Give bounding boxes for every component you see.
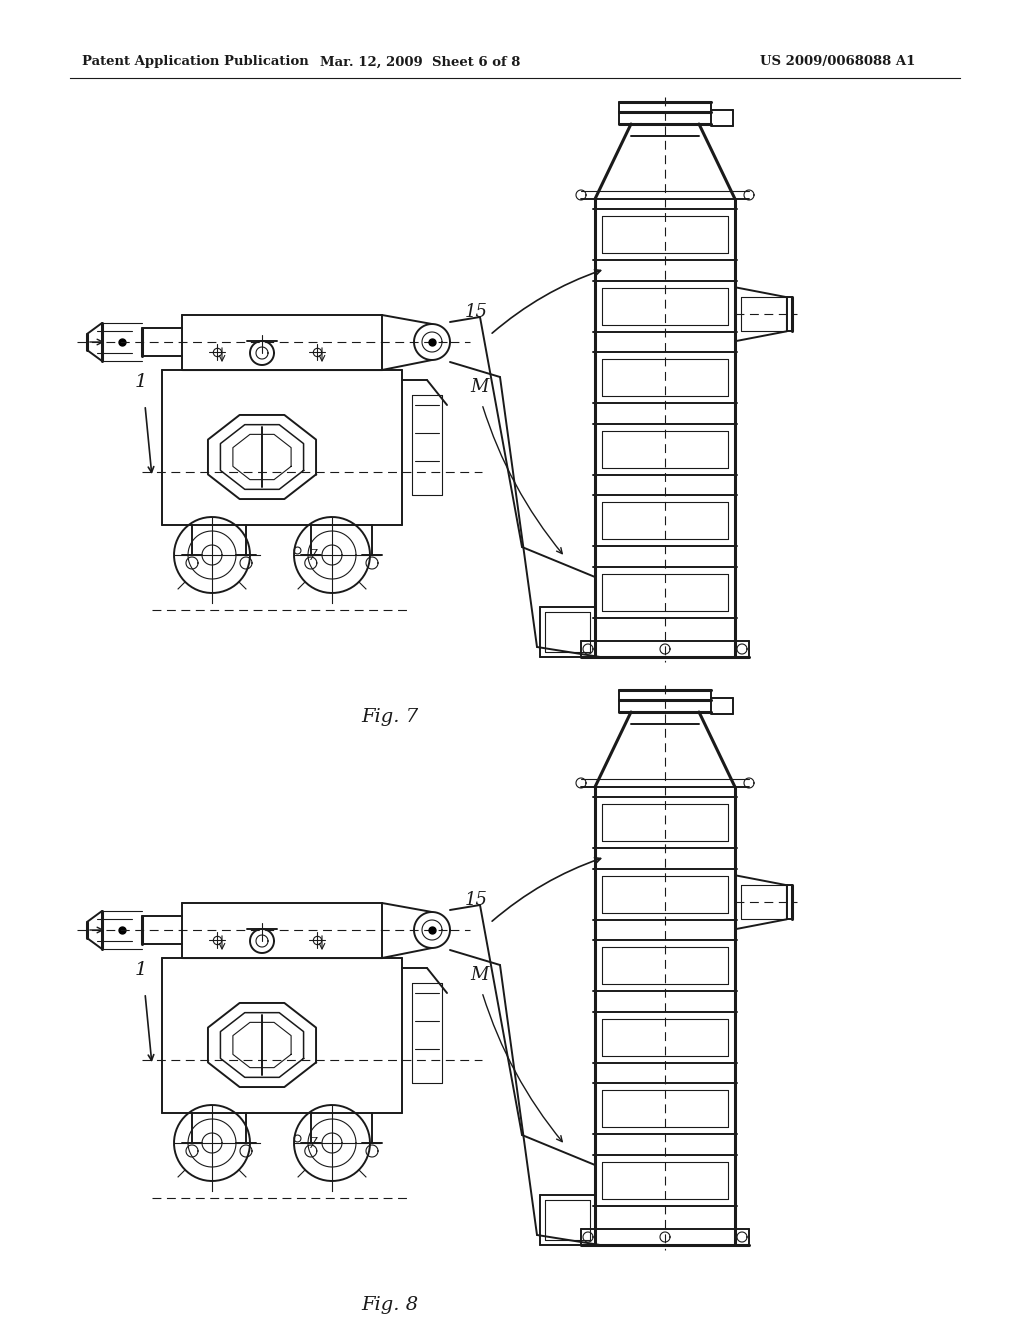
Text: M: M (470, 966, 488, 983)
Text: 15: 15 (465, 304, 488, 321)
Text: 1: 1 (135, 374, 147, 391)
Text: Fig. 7: Fig. 7 (361, 708, 419, 726)
Text: Mar. 12, 2009  Sheet 6 of 8: Mar. 12, 2009 Sheet 6 of 8 (319, 55, 520, 69)
Text: Patent Application Publication: Patent Application Publication (82, 55, 309, 69)
Text: 7: 7 (307, 549, 316, 564)
Text: US 2009/0068088 A1: US 2009/0068088 A1 (760, 55, 915, 69)
Text: M: M (470, 378, 488, 396)
Text: Fig. 8: Fig. 8 (361, 1296, 419, 1313)
Text: 15: 15 (465, 891, 488, 909)
Text: 1: 1 (135, 961, 147, 979)
Text: 7: 7 (307, 1137, 316, 1151)
